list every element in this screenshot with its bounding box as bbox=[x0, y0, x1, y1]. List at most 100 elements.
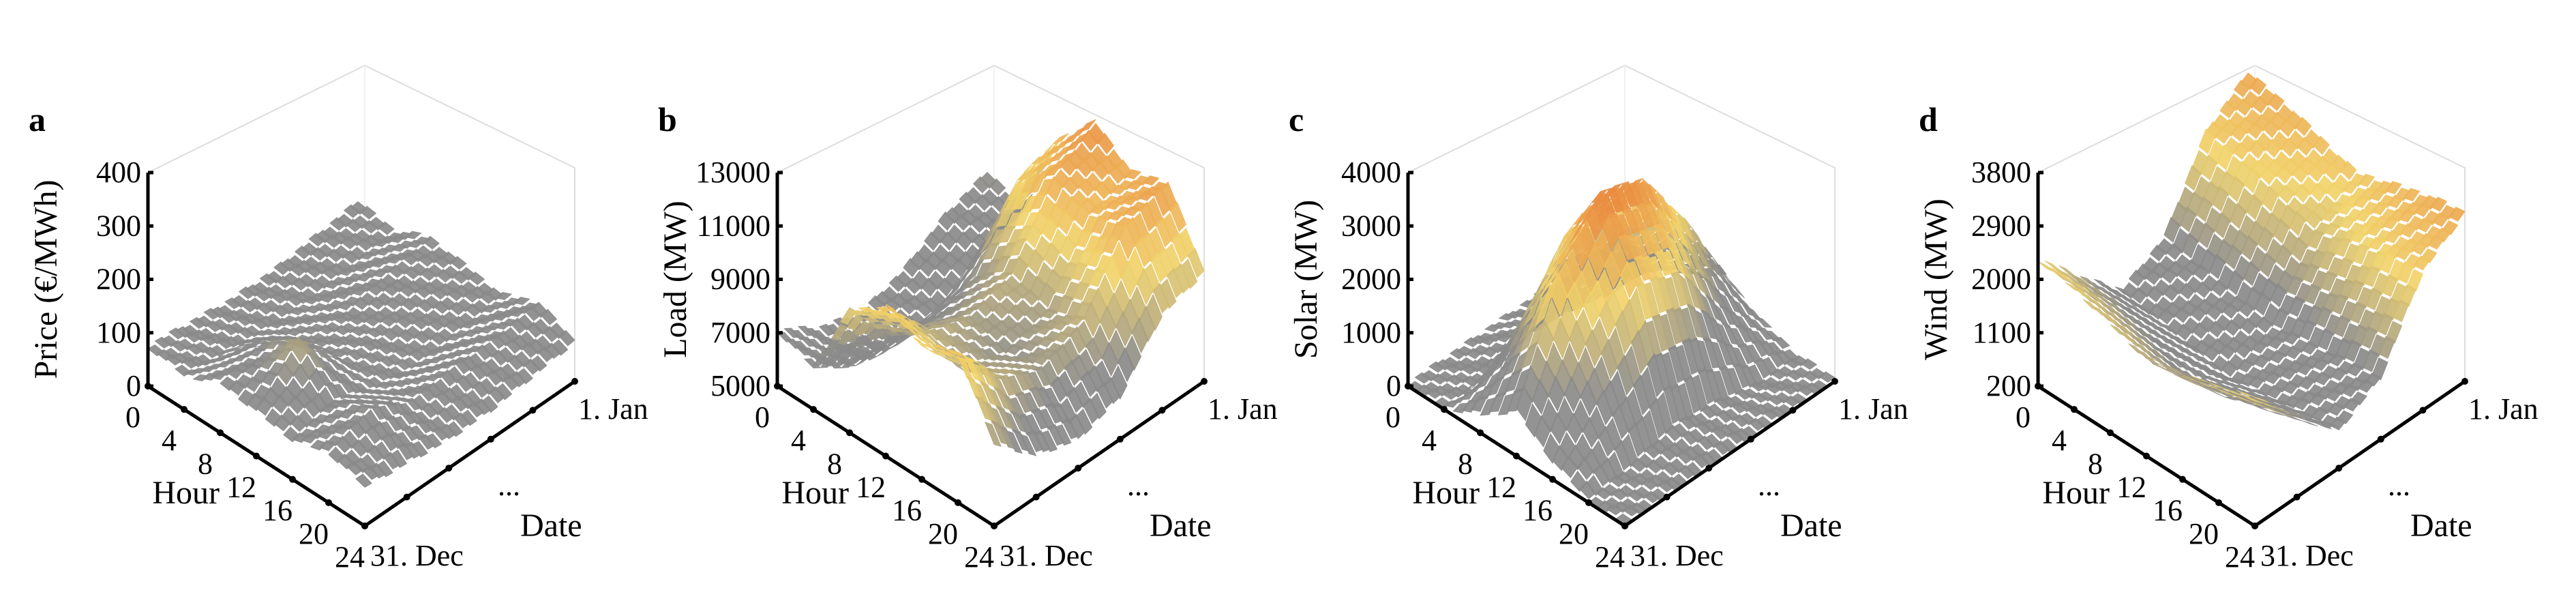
surface-patch bbox=[423, 373, 442, 382]
date-axis bbox=[363, 379, 576, 528]
z-tick-label: 5000 bbox=[710, 369, 770, 402]
surface-patch bbox=[2037, 261, 2054, 273]
surface-patch bbox=[404, 231, 422, 239]
hour-tick-label: 16 bbox=[2153, 494, 2183, 527]
hour-axis-title: Hour bbox=[2042, 475, 2110, 511]
date-axis-title: Date bbox=[1780, 508, 1842, 544]
surface-patch bbox=[502, 374, 520, 391]
date-tick-label-end: 1. Jan bbox=[2468, 392, 2538, 426]
hour-tick bbox=[918, 475, 925, 483]
z-tick-label: 400 bbox=[96, 156, 141, 189]
z-axis-title: Price (€/MWh) bbox=[28, 180, 64, 379]
box-frame bbox=[1407, 64, 1836, 381]
hour-tick bbox=[2179, 475, 2186, 483]
hour-axis-title: Hour bbox=[781, 475, 849, 511]
hour-tick-label: 24 bbox=[2225, 540, 2255, 574]
surface-patch bbox=[540, 308, 558, 325]
hour-tick-label: 0 bbox=[1386, 400, 1401, 434]
hour-tick bbox=[882, 452, 889, 460]
hour-tick bbox=[325, 499, 332, 506]
hour-tick bbox=[955, 499, 961, 506]
date-tick-label-start: 31. Dec bbox=[2260, 539, 2354, 572]
hour-tick-label: 4 bbox=[162, 424, 177, 457]
hour-tick bbox=[2035, 383, 2041, 390]
surface-patch bbox=[537, 345, 554, 362]
date-axis-title: Date bbox=[2410, 508, 2472, 544]
surface-patch bbox=[989, 178, 1006, 196]
surface-patch bbox=[2288, 411, 2304, 417]
hour-tick-label: 12 bbox=[1486, 471, 1516, 504]
date-tick bbox=[1621, 523, 1628, 529]
surface-patch bbox=[2392, 299, 2410, 323]
surface-patch bbox=[406, 239, 424, 248]
hour-tick bbox=[810, 406, 817, 413]
z-tick-label: 0 bbox=[1386, 369, 1401, 402]
panel-letter: a bbox=[29, 100, 46, 138]
hour-tick-label: 16 bbox=[892, 494, 922, 527]
date-axis bbox=[993, 379, 1205, 528]
surface bbox=[1407, 178, 1836, 525]
hour-tick bbox=[846, 429, 853, 437]
hour-tick-label: 0 bbox=[125, 400, 140, 434]
surface-patch bbox=[2309, 418, 2325, 425]
date-tick bbox=[1158, 407, 1166, 414]
surface-patch bbox=[488, 386, 505, 404]
surface-patch bbox=[2413, 255, 2431, 271]
z-tick-label: 1000 bbox=[1341, 316, 1401, 349]
hour-tick-label: 24 bbox=[335, 540, 365, 574]
surface-patch bbox=[432, 426, 449, 441]
hour-tick-label: 0 bbox=[2016, 400, 2031, 434]
hour-tick-label: 12 bbox=[2116, 471, 2146, 504]
hour-tick-label: 12 bbox=[226, 471, 256, 504]
surface-patch bbox=[2329, 416, 2347, 430]
surface-patch bbox=[1167, 267, 1184, 299]
surface-patch bbox=[558, 329, 575, 347]
hour-tick-label: 4 bbox=[791, 424, 806, 457]
hour-tick-label: 4 bbox=[2052, 424, 2067, 457]
hour-tick bbox=[2143, 452, 2150, 460]
surface-patch bbox=[1131, 317, 1149, 354]
date-tick-label-end: 1. Jan bbox=[1208, 392, 1278, 426]
surface-patch bbox=[468, 272, 485, 286]
z-axis-title: Solar (MW) bbox=[1288, 200, 1324, 359]
surface-patch bbox=[2357, 379, 2375, 393]
surface-patch bbox=[390, 244, 408, 252]
surface-patch bbox=[2294, 117, 2312, 136]
date-axis bbox=[1623, 379, 1836, 528]
hour-tick bbox=[289, 475, 296, 483]
surface-patch bbox=[976, 229, 993, 257]
date-tick bbox=[1789, 407, 1797, 414]
surface-patch bbox=[1152, 282, 1170, 314]
surface-patch bbox=[467, 400, 485, 417]
date-tick bbox=[1032, 493, 1040, 501]
surface-patch bbox=[1754, 316, 1773, 328]
hour-tick bbox=[145, 383, 151, 390]
date-tick bbox=[529, 407, 537, 414]
surface-patch bbox=[1797, 384, 1814, 396]
surface-patch bbox=[985, 422, 1002, 448]
surface-patch bbox=[1188, 248, 1205, 278]
surface-patch bbox=[1062, 417, 1079, 439]
date-tick-label-start: 31. Dec bbox=[370, 539, 464, 572]
hour-tick bbox=[1477, 429, 1484, 437]
surface-patch bbox=[1026, 430, 1044, 452]
panel-letter: c bbox=[1289, 100, 1304, 138]
z-tick-label: 2000 bbox=[1341, 263, 1401, 296]
surface-patch bbox=[1783, 395, 1801, 407]
surface-patch bbox=[2260, 402, 2276, 409]
date-tick-label-end: 1. Jan bbox=[1838, 392, 1908, 426]
surface-patch bbox=[423, 235, 440, 250]
surface-patch bbox=[362, 465, 380, 480]
surface-patch bbox=[1727, 430, 1745, 444]
surface-patch bbox=[458, 348, 477, 355]
hour-tick-label: 20 bbox=[299, 517, 329, 551]
hour-tick-label: 24 bbox=[964, 540, 994, 574]
z-tick-label: 300 bbox=[96, 209, 141, 242]
box-frame bbox=[147, 64, 575, 381]
hour-tick-label: 8 bbox=[198, 447, 213, 480]
z-tick-label: 200 bbox=[96, 263, 141, 296]
surface-patch bbox=[462, 329, 479, 337]
z-tick-label: 100 bbox=[96, 316, 141, 349]
hour-tick-label: 8 bbox=[1458, 447, 1473, 480]
z-tick-label: 3000 bbox=[1341, 209, 1401, 242]
